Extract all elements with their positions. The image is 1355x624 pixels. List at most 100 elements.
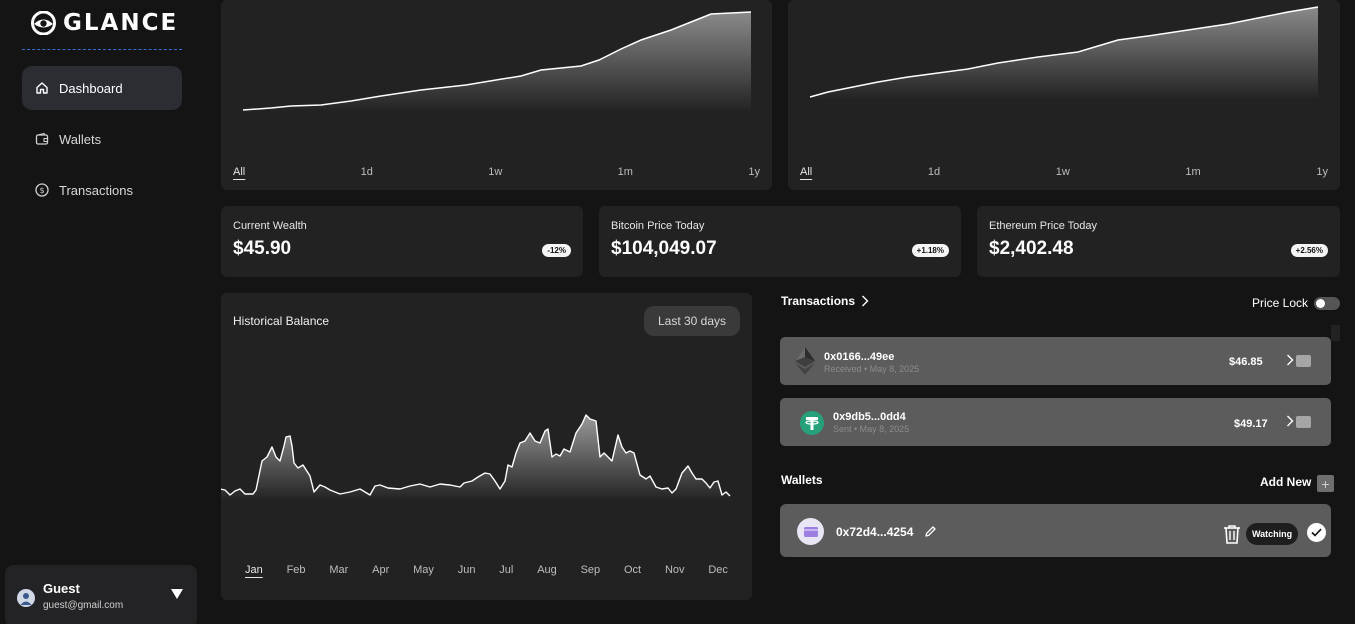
balance-area	[221, 415, 730, 501]
range-tabs-1: All 1d 1w 1m 1y	[233, 166, 760, 178]
check-icon[interactable]	[1307, 523, 1326, 542]
month-aug[interactable]: Aug	[537, 564, 557, 576]
price-lock-label: Price Lock	[1252, 296, 1309, 310]
month-mar[interactable]: Mar	[329, 564, 349, 576]
sidebar-item-dashboard[interactable]: Dashboard	[22, 66, 182, 110]
historical-balance-title: Historical Balance	[233, 314, 330, 328]
avatar	[17, 589, 35, 607]
price-chart-panel-1: All 1d 1w 1m 1y	[221, 0, 772, 190]
price-chart-1	[242, 11, 752, 112]
price-area-1	[243, 12, 751, 112]
sidebar-item-label: Dashboard	[59, 80, 123, 96]
svg-text:$: $	[39, 186, 44, 195]
wallet-address: 0x72d4...4254	[836, 525, 914, 539]
wallets-title: Wallets	[781, 473, 823, 487]
stat-card-bitcoin: Bitcoin Price Today $104,049.07 +1.18%	[599, 206, 961, 277]
app-name: GLANCE	[63, 10, 179, 36]
change-badge: -12%	[542, 244, 571, 257]
stat-card-wealth: Current Wealth $45.90 -12%	[221, 206, 583, 277]
stat-label: Ethereum Price Today	[989, 220, 1098, 232]
price-line-2	[809, 6, 1319, 98]
historical-balance-chart	[221, 414, 731, 501]
month-oct[interactable]: Oct	[624, 564, 642, 576]
plus-icon[interactable]: +	[1317, 475, 1334, 492]
tab-all[interactable]: All	[233, 166, 246, 178]
price-chart-panel-2: All 1d 1w 1m 1y	[788, 0, 1340, 190]
month-axis: Jan Feb Mar Apr May Jun Jul Aug Sep Oct …	[245, 564, 728, 576]
sidebar: GLANCE Dashboard Wallets $ Transactions …	[0, 0, 205, 624]
tether-icon	[800, 411, 824, 435]
chevron-right-icon[interactable]	[1286, 354, 1294, 366]
sidebar-item-transactions[interactable]: $ Transactions	[22, 168, 182, 212]
change-badge: +2.56%	[1290, 244, 1328, 257]
message-icon[interactable]	[1296, 416, 1311, 428]
wallet-avatar	[797, 518, 824, 545]
price-lock-toggle[interactable]	[1314, 297, 1340, 310]
edit-pencil-icon[interactable]	[924, 525, 937, 538]
message-icon[interactable]	[1296, 355, 1311, 367]
watching-badge: Watching	[1246, 523, 1299, 545]
transaction-row[interactable]: 0x0166...49ee Received • May 8, 2025 $46…	[780, 337, 1331, 385]
tab-1m[interactable]: 1m	[617, 166, 633, 178]
stat-card-ethereum: Ethereum Price Today $2,402.48 +2.56%	[977, 206, 1340, 277]
caret-down-icon[interactable]	[171, 589, 183, 599]
month-nov[interactable]: Nov	[664, 564, 685, 576]
eye-logo-icon	[31, 11, 56, 35]
stat-value: $2,402.48	[989, 238, 1074, 259]
wallet-icon	[803, 526, 818, 537]
user-menu[interactable]: Guest guest@gmail.com	[5, 565, 197, 624]
wallet-row[interactable]: 0x72d4...4254 Watching	[780, 504, 1331, 557]
month-feb[interactable]: Feb	[286, 564, 306, 576]
app-logo[interactable]: GLANCE	[30, 10, 178, 36]
transactions-header[interactable]: Transactions	[781, 294, 869, 308]
tab-1m[interactable]: 1m	[1185, 166, 1201, 178]
transaction-meta: Received • May 8, 2025	[824, 364, 920, 374]
month-apr[interactable]: Apr	[372, 564, 390, 576]
home-icon	[34, 80, 50, 96]
month-sep[interactable]: Sep	[580, 564, 601, 576]
tab-1d[interactable]: 1d	[927, 166, 941, 178]
historical-balance-panel: Historical Balance Last 30 days Jan Feb …	[221, 293, 752, 600]
sidebar-item-wallets[interactable]: Wallets	[22, 117, 182, 161]
transaction-amount: $49.17	[1234, 418, 1268, 430]
chevron-right-icon	[862, 295, 869, 307]
price-chart-2	[809, 6, 1319, 100]
tab-all[interactable]: All	[800, 166, 813, 178]
price-line-1	[242, 11, 752, 111]
tab-1d[interactable]: 1d	[360, 166, 373, 178]
month-dec[interactable]: Dec	[708, 564, 728, 576]
transaction-meta: Sent • May 8, 2025	[833, 424, 910, 434]
user-email: guest@gmail.com	[43, 600, 124, 611]
tab-1y[interactable]: 1y	[748, 166, 760, 178]
ethereum-icon	[795, 347, 815, 375]
range-dropdown-button[interactable]: Last 30 days	[644, 306, 740, 336]
month-jan[interactable]: Jan	[245, 564, 263, 576]
dollar-circle-icon: $	[34, 182, 50, 198]
tab-1w[interactable]: 1w	[488, 166, 503, 178]
transaction-row[interactable]: 0x9db5...0dd4 Sent • May 8, 2025 $49.17	[780, 398, 1331, 446]
range-tabs-2: All 1d 1w 1m 1y	[800, 166, 1328, 178]
scrollbar[interactable]	[1331, 325, 1340, 341]
tab-1y[interactable]: 1y	[1316, 166, 1328, 178]
chevron-right-icon[interactable]	[1286, 415, 1294, 427]
tab-1w[interactable]: 1w	[1055, 166, 1070, 178]
month-jun[interactable]: Jun	[457, 564, 476, 576]
balance-line	[221, 414, 731, 497]
transaction-address: 0x9db5...0dd4	[833, 411, 906, 423]
month-may[interactable]: May	[413, 564, 434, 576]
wallet-icon	[34, 131, 50, 147]
add-wallet-button[interactable]: Add New	[1260, 475, 1312, 489]
stat-label: Bitcoin Price Today	[611, 220, 705, 232]
transactions-title: Transactions	[781, 294, 856, 308]
logo-divider	[22, 49, 182, 50]
trash-icon[interactable]	[1223, 524, 1241, 544]
stat-value: $45.90	[233, 238, 292, 259]
stat-label: Current Wealth	[233, 220, 307, 232]
sidebar-item-label: Transactions	[59, 182, 133, 198]
user-name: Guest	[43, 581, 80, 596]
change-badge: +1.18%	[911, 244, 949, 257]
transaction-amount: $46.85	[1229, 356, 1263, 368]
sidebar-item-label: Wallets	[59, 131, 102, 147]
stat-value: $104,049.07	[611, 238, 717, 259]
month-jul[interactable]: Jul	[499, 564, 514, 576]
